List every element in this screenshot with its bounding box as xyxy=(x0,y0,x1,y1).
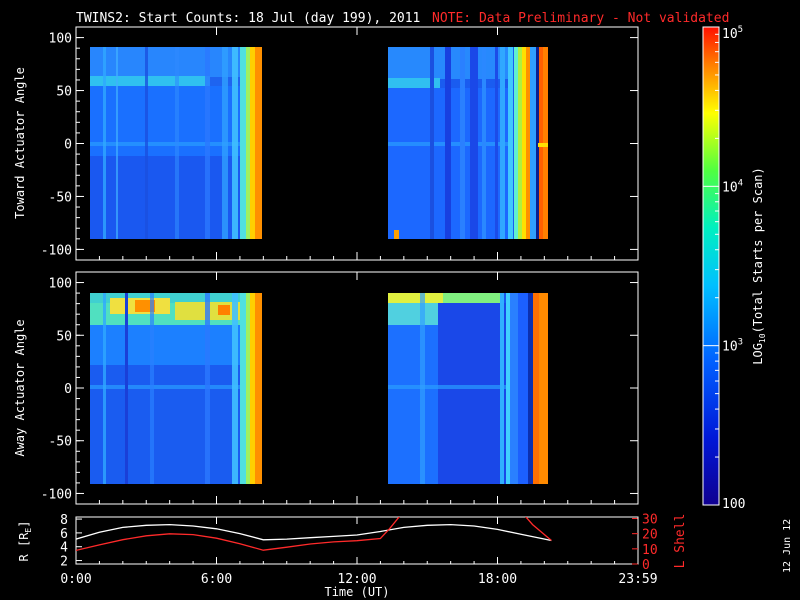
toward-block-1 xyxy=(90,47,262,239)
lshell-line-1 xyxy=(76,517,400,552)
date-stamp: 12 Jun 12 xyxy=(782,519,793,573)
lshell-ytick-label: 20 xyxy=(642,528,658,543)
colorbar-tick-label: 103 xyxy=(722,338,743,355)
away-axes: 100 50 0 -50 -100 xyxy=(41,272,639,504)
away-ytick-label: -100 xyxy=(41,487,72,502)
colorbar-tick-label: 100 xyxy=(722,497,745,512)
colorbar-tick-label: 105 xyxy=(722,25,743,42)
chart-title: TWINS2: Start Counts: 18 Jul (day 199), … xyxy=(76,11,420,26)
colorbar-label-main: LOG xyxy=(751,343,765,365)
colorbar-gradient xyxy=(703,27,719,505)
time-xtick-label: 12:00 xyxy=(337,572,376,587)
lshell-ytick-label: 0 xyxy=(642,558,650,573)
time-xtick-label: 0:00 xyxy=(60,572,91,587)
toward-axes: 100 50 0 -50 -100 xyxy=(41,27,639,260)
toward-ylabel: Toward Actuator Angle xyxy=(13,67,27,219)
colorbar-label: LOG10(Total Starts per Scan) xyxy=(751,167,767,365)
time-xtick-label: 6:00 xyxy=(201,572,232,587)
away-ytick-label: -50 xyxy=(49,435,72,450)
svg-text:R [RE]: R [RE] xyxy=(17,521,33,562)
away-ytick-label: 100 xyxy=(49,277,72,292)
r-ylabel-end: ] xyxy=(17,521,31,528)
lshell-ytick-label: 30 xyxy=(642,513,658,528)
r-ytick-label: 2 xyxy=(60,555,68,570)
away-ylabel: Away Actuator Angle xyxy=(13,319,27,456)
colorbar-label-sub: 10 xyxy=(758,333,767,343)
toward-panel: 100 50 0 -50 -100 Toward Actuator Angle xyxy=(13,26,639,261)
colorbar-ticks: 105 104 103 100 xyxy=(703,25,745,512)
r-ytick-label: 4 xyxy=(60,541,68,556)
toward-ytick-label: 0 xyxy=(64,138,72,153)
r-distance-line xyxy=(76,523,552,542)
lshell-ytick-label: 10 xyxy=(642,543,658,558)
lshell-line-2 xyxy=(525,517,552,541)
time-xtick-label: 23:59 xyxy=(618,572,657,587)
chart-note: NOTE: Data Preliminary - Not validated xyxy=(432,11,729,26)
r-ylabel-sub: E xyxy=(24,528,33,533)
toward-data-blocks xyxy=(90,47,548,239)
toward-ytick-label: 50 xyxy=(56,85,72,100)
toward-ytick-label: 100 xyxy=(49,32,72,47)
away-block-2 xyxy=(388,293,548,484)
r-ylabel: R [RE] xyxy=(17,521,33,562)
toward-ytick-label: -100 xyxy=(41,243,72,258)
time-xtick-label: 18:00 xyxy=(478,572,517,587)
away-block-1 xyxy=(90,293,262,484)
away-panel: 100 50 0 -50 -100 Away Actuator Angle xyxy=(13,271,639,505)
away-ytick-label: 0 xyxy=(64,382,72,397)
away-ytick-label: 50 xyxy=(56,329,72,344)
toward-block-2 xyxy=(388,47,548,239)
svg-text:LOG10(Total Starts per Scan): LOG10(Total Starts per Scan) xyxy=(751,167,767,365)
r-ytick-label: 6 xyxy=(60,527,68,542)
colorbar: 105 104 103 100 LOG10(Total Starts per Scan… xyxy=(702,25,767,512)
ephemeris-lines xyxy=(76,517,552,552)
time-xlabel: Time (UT) xyxy=(324,585,389,599)
lshell-ylabel: L Shell xyxy=(673,514,688,569)
r-ylabel-main: R [R xyxy=(17,532,31,562)
toward-ytick-label: -50 xyxy=(49,190,72,205)
r-ytick-label: 8 xyxy=(60,513,68,528)
colorbar-label-end: (Total Starts per Scan) xyxy=(751,167,765,333)
colorbar-tick-label: 104 xyxy=(722,178,743,195)
away-data-blocks xyxy=(90,293,548,484)
